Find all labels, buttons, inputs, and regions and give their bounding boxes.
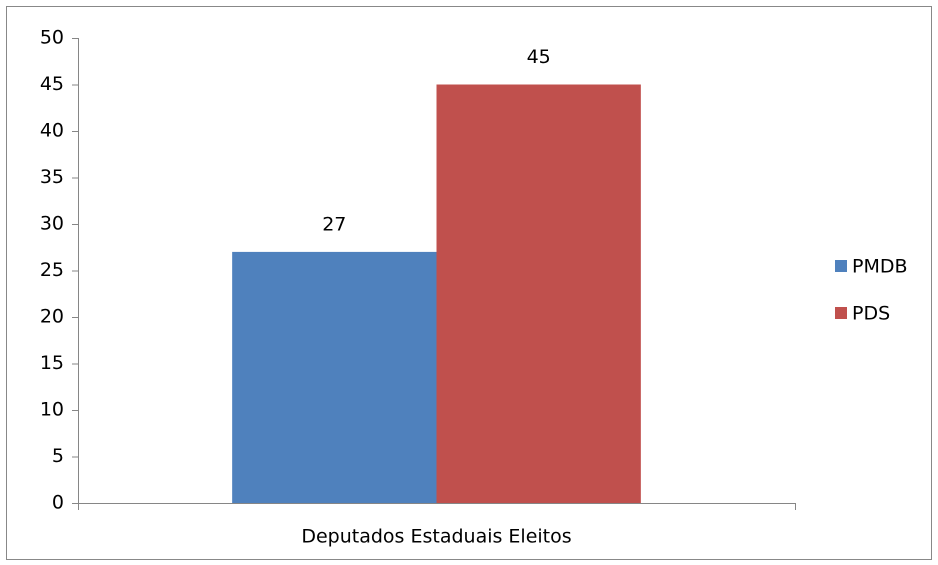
legend-swatch [835,307,847,319]
y-tick-label: 50 [40,27,64,49]
y-tick-label: 15 [40,352,64,374]
y-tick-label: 30 [40,213,64,235]
data-label: 27 [322,213,346,235]
y-tick-label: 25 [40,259,64,281]
legend-label: PDS [852,303,890,325]
y-tick-label: 40 [40,120,64,142]
y-tick-label: 5 [52,445,64,467]
y-tick-label: 45 [40,73,64,95]
y-tick-label: 35 [40,166,64,188]
y-tick-label: 0 [52,492,64,514]
legend-label: PMDB [852,256,908,278]
bar [436,84,641,503]
y-tick-label: 20 [40,306,64,328]
data-label: 45 [527,46,551,68]
x-tick-label: Deputados Estaduais Eleitos [301,526,571,548]
legend-swatch [835,260,847,272]
y-tick-label: 10 [40,399,64,421]
bar [232,251,437,503]
